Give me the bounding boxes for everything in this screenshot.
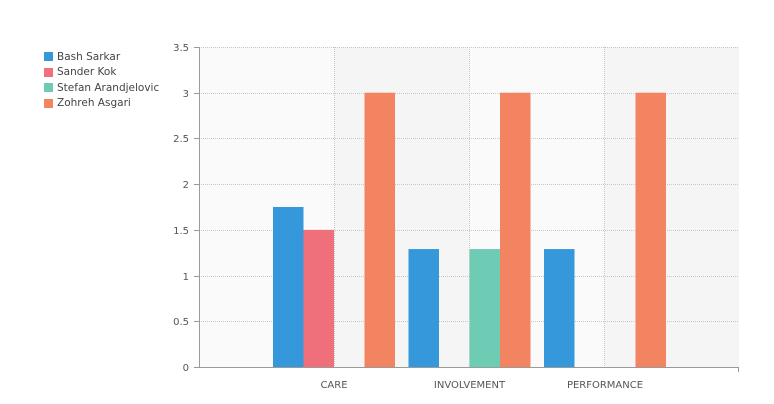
y-tick-label: 1 (183, 272, 189, 283)
legend-item[interactable]: Zohreh Asgari (44, 96, 159, 112)
y-tick-label: 2 (183, 180, 189, 191)
y-tick-label: 0.5 (173, 317, 189, 328)
legend-item[interactable]: Sander Kok (44, 65, 159, 81)
legend: Bash Sarkar Sander Kok Stefan Arandjelovic… (44, 49, 159, 111)
legend-swatch (44, 83, 53, 93)
bar[interactable] (408, 249, 440, 367)
bar[interactable] (635, 92, 667, 367)
legend-swatch (44, 52, 53, 62)
y-tick-label: 3 (183, 89, 189, 100)
x-tick-label: CARE (320, 380, 347, 391)
legend-swatch (44, 98, 53, 108)
y-tick-label: 1.5 (173, 226, 189, 237)
x-axis-ticks: CARE INVOLVEMENT PERFORMANCE (320, 380, 643, 391)
bars (273, 92, 667, 367)
plot-band (604, 47, 739, 367)
axes (199, 47, 739, 372)
y-tick-label: 2.5 (173, 134, 189, 145)
legend-label: Zohreh Asgari (57, 97, 131, 109)
bar[interactable] (500, 92, 531, 367)
legend-label: Stefan Arandjelovic (57, 81, 160, 94)
x-tick-label: INVOLVEMENT (434, 380, 506, 391)
legend-label: Bash Sarkar (57, 50, 121, 63)
legend-item[interactable]: Bash Sarkar (44, 49, 159, 65)
y-tick-label: 0 (183, 363, 189, 374)
y-tick-label: 3.5 (173, 43, 189, 54)
legend-item[interactable]: Stefan Arandjelovic (44, 80, 159, 96)
plot-bands (199, 47, 739, 367)
bar[interactable] (544, 249, 575, 367)
bar[interactable] (273, 207, 304, 367)
x-tick-label: PERFORMANCE (567, 380, 643, 391)
y-axis-ticks: 0 0.5 1 1.5 2 2.5 3 3.5 (173, 43, 199, 374)
bar[interactable] (364, 92, 396, 367)
legend-swatch (44, 67, 53, 77)
bar[interactable] (469, 249, 501, 367)
plot-band (334, 47, 469, 367)
bar[interactable] (303, 229, 335, 367)
legend-label: Sander Kok (57, 66, 117, 78)
